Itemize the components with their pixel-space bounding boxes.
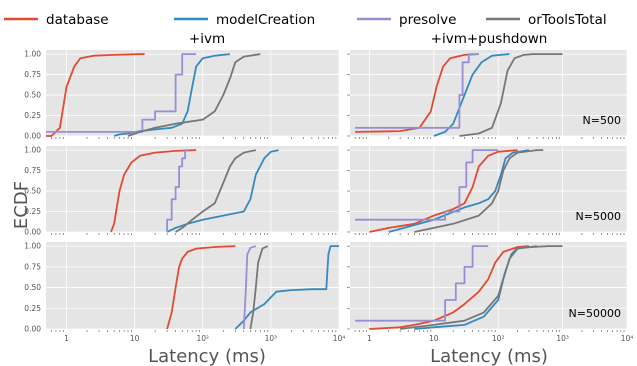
series-line-presolve bbox=[242, 245, 257, 330]
x-axis-label-left: Latency (ms) bbox=[148, 346, 266, 366]
y-tick-label: 0.50 bbox=[24, 283, 41, 292]
panel-background bbox=[350, 146, 627, 232]
series-line-modelCreation bbox=[388, 149, 530, 233]
column-title-ivm-pushdown: +ivm+pushdown bbox=[431, 31, 548, 47]
y-tick-label: 0.75 bbox=[24, 262, 41, 271]
x-tick-label: 1 bbox=[64, 334, 69, 343]
panel-background bbox=[46, 146, 339, 232]
y-axis-label: ECDF bbox=[11, 181, 32, 229]
y-tick-label: 1.00 bbox=[24, 50, 41, 59]
series-line-presolve bbox=[355, 245, 489, 322]
series-line-modelCreation bbox=[433, 53, 510, 137]
y-tick-label: 0.00 bbox=[24, 228, 41, 237]
series-line-database bbox=[110, 149, 197, 233]
y-tick-label: 0.00 bbox=[24, 325, 41, 334]
y-tick-label: 0.75 bbox=[24, 166, 41, 175]
panel-1-1: N=5000 bbox=[347, 146, 628, 235]
x-tick-label: 10⁴ bbox=[621, 334, 634, 343]
series-line-database bbox=[369, 245, 529, 330]
row-label: N=50000 bbox=[569, 307, 621, 320]
legend-label-modelCreation: modelCreation bbox=[216, 12, 315, 28]
y-tick-label: 0.25 bbox=[24, 304, 41, 313]
series-line-modelCreation bbox=[166, 149, 279, 233]
column-titles: +ivm +ivm+pushdown bbox=[189, 31, 547, 47]
panel-0-1: N=500 bbox=[347, 50, 628, 139]
series-line-orToolsTotal bbox=[175, 149, 256, 233]
series-line-orToolsTotal bbox=[127, 53, 261, 137]
series-line-orToolsTotal bbox=[459, 53, 563, 137]
y-tick-label: 1.00 bbox=[24, 146, 41, 155]
y-tick-label: 0.50 bbox=[24, 187, 41, 196]
x-tick-label: 10 bbox=[130, 334, 140, 343]
x-tick-label: 1 bbox=[367, 334, 372, 343]
column-title-ivm: +ivm bbox=[189, 31, 225, 47]
series-line-presolve bbox=[166, 149, 188, 232]
x-tick-label: 10 bbox=[429, 334, 439, 343]
panel-1-0: 0.00 0.25 0.50 0.75 1.00 bbox=[24, 146, 340, 237]
panel-background bbox=[46, 50, 339, 136]
panel-grid: 0.00 0.25 0.50 0.75 1.00 N=500 0.00 0.25 0.50 0.7… bbox=[24, 50, 633, 343]
series-line-orToolsTotal bbox=[414, 149, 544, 233]
series-line-presolve bbox=[46, 53, 197, 133]
panel-2-1: 1 10 10² 10³ 10⁴ N=50000 bbox=[347, 242, 633, 343]
series-line-presolve bbox=[355, 149, 499, 221]
series-line-orToolsTotal bbox=[249, 245, 269, 330]
legend-label-orToolsTotal: orToolsTotal bbox=[528, 12, 607, 28]
panel-background bbox=[46, 242, 339, 329]
series-line-modelCreation bbox=[234, 245, 339, 330]
x-tick-label: 10³ bbox=[556, 334, 569, 343]
y-tick-label: 0.25 bbox=[24, 207, 41, 216]
series-line-database bbox=[355, 53, 479, 133]
y-tick-label: 0.00 bbox=[24, 132, 41, 141]
series-line-modelCreation bbox=[113, 53, 230, 137]
x-tick-label: 10² bbox=[196, 334, 209, 343]
legend-label-presolve: presolve bbox=[399, 12, 456, 28]
y-tick-label: 1.00 bbox=[24, 242, 41, 251]
panel-2-0: 0.00 0.25 0.50 0.75 1.00 1 10 10² 10³ 10⁴ bbox=[24, 242, 345, 343]
panel-background bbox=[350, 242, 627, 329]
y-tick-label: 0.25 bbox=[24, 111, 41, 120]
x-tick-label: 10⁴ bbox=[333, 334, 346, 343]
x-tick-label: 10³ bbox=[265, 334, 278, 343]
series-line-database bbox=[369, 149, 518, 233]
legend: database modelCreation presolve orToolsTota… bbox=[4, 12, 607, 28]
series-line-orToolsTotal bbox=[399, 245, 563, 330]
y-tick-label: 0.50 bbox=[24, 91, 41, 100]
x-axis-label-right: Latency (ms) bbox=[430, 346, 548, 366]
row-label: N=5000 bbox=[576, 210, 621, 223]
panel-background bbox=[350, 50, 627, 136]
x-tick-label: 10² bbox=[492, 334, 505, 343]
series-line-presolve bbox=[355, 53, 479, 129]
series-line-database bbox=[166, 245, 236, 330]
legend-label-database: database bbox=[46, 12, 109, 28]
panel-0-0: 0.00 0.25 0.50 0.75 1.00 bbox=[24, 50, 340, 141]
row-label: N=500 bbox=[583, 114, 621, 127]
series-line-modelCreation bbox=[414, 245, 538, 330]
y-tick-label: 0.75 bbox=[24, 70, 41, 79]
